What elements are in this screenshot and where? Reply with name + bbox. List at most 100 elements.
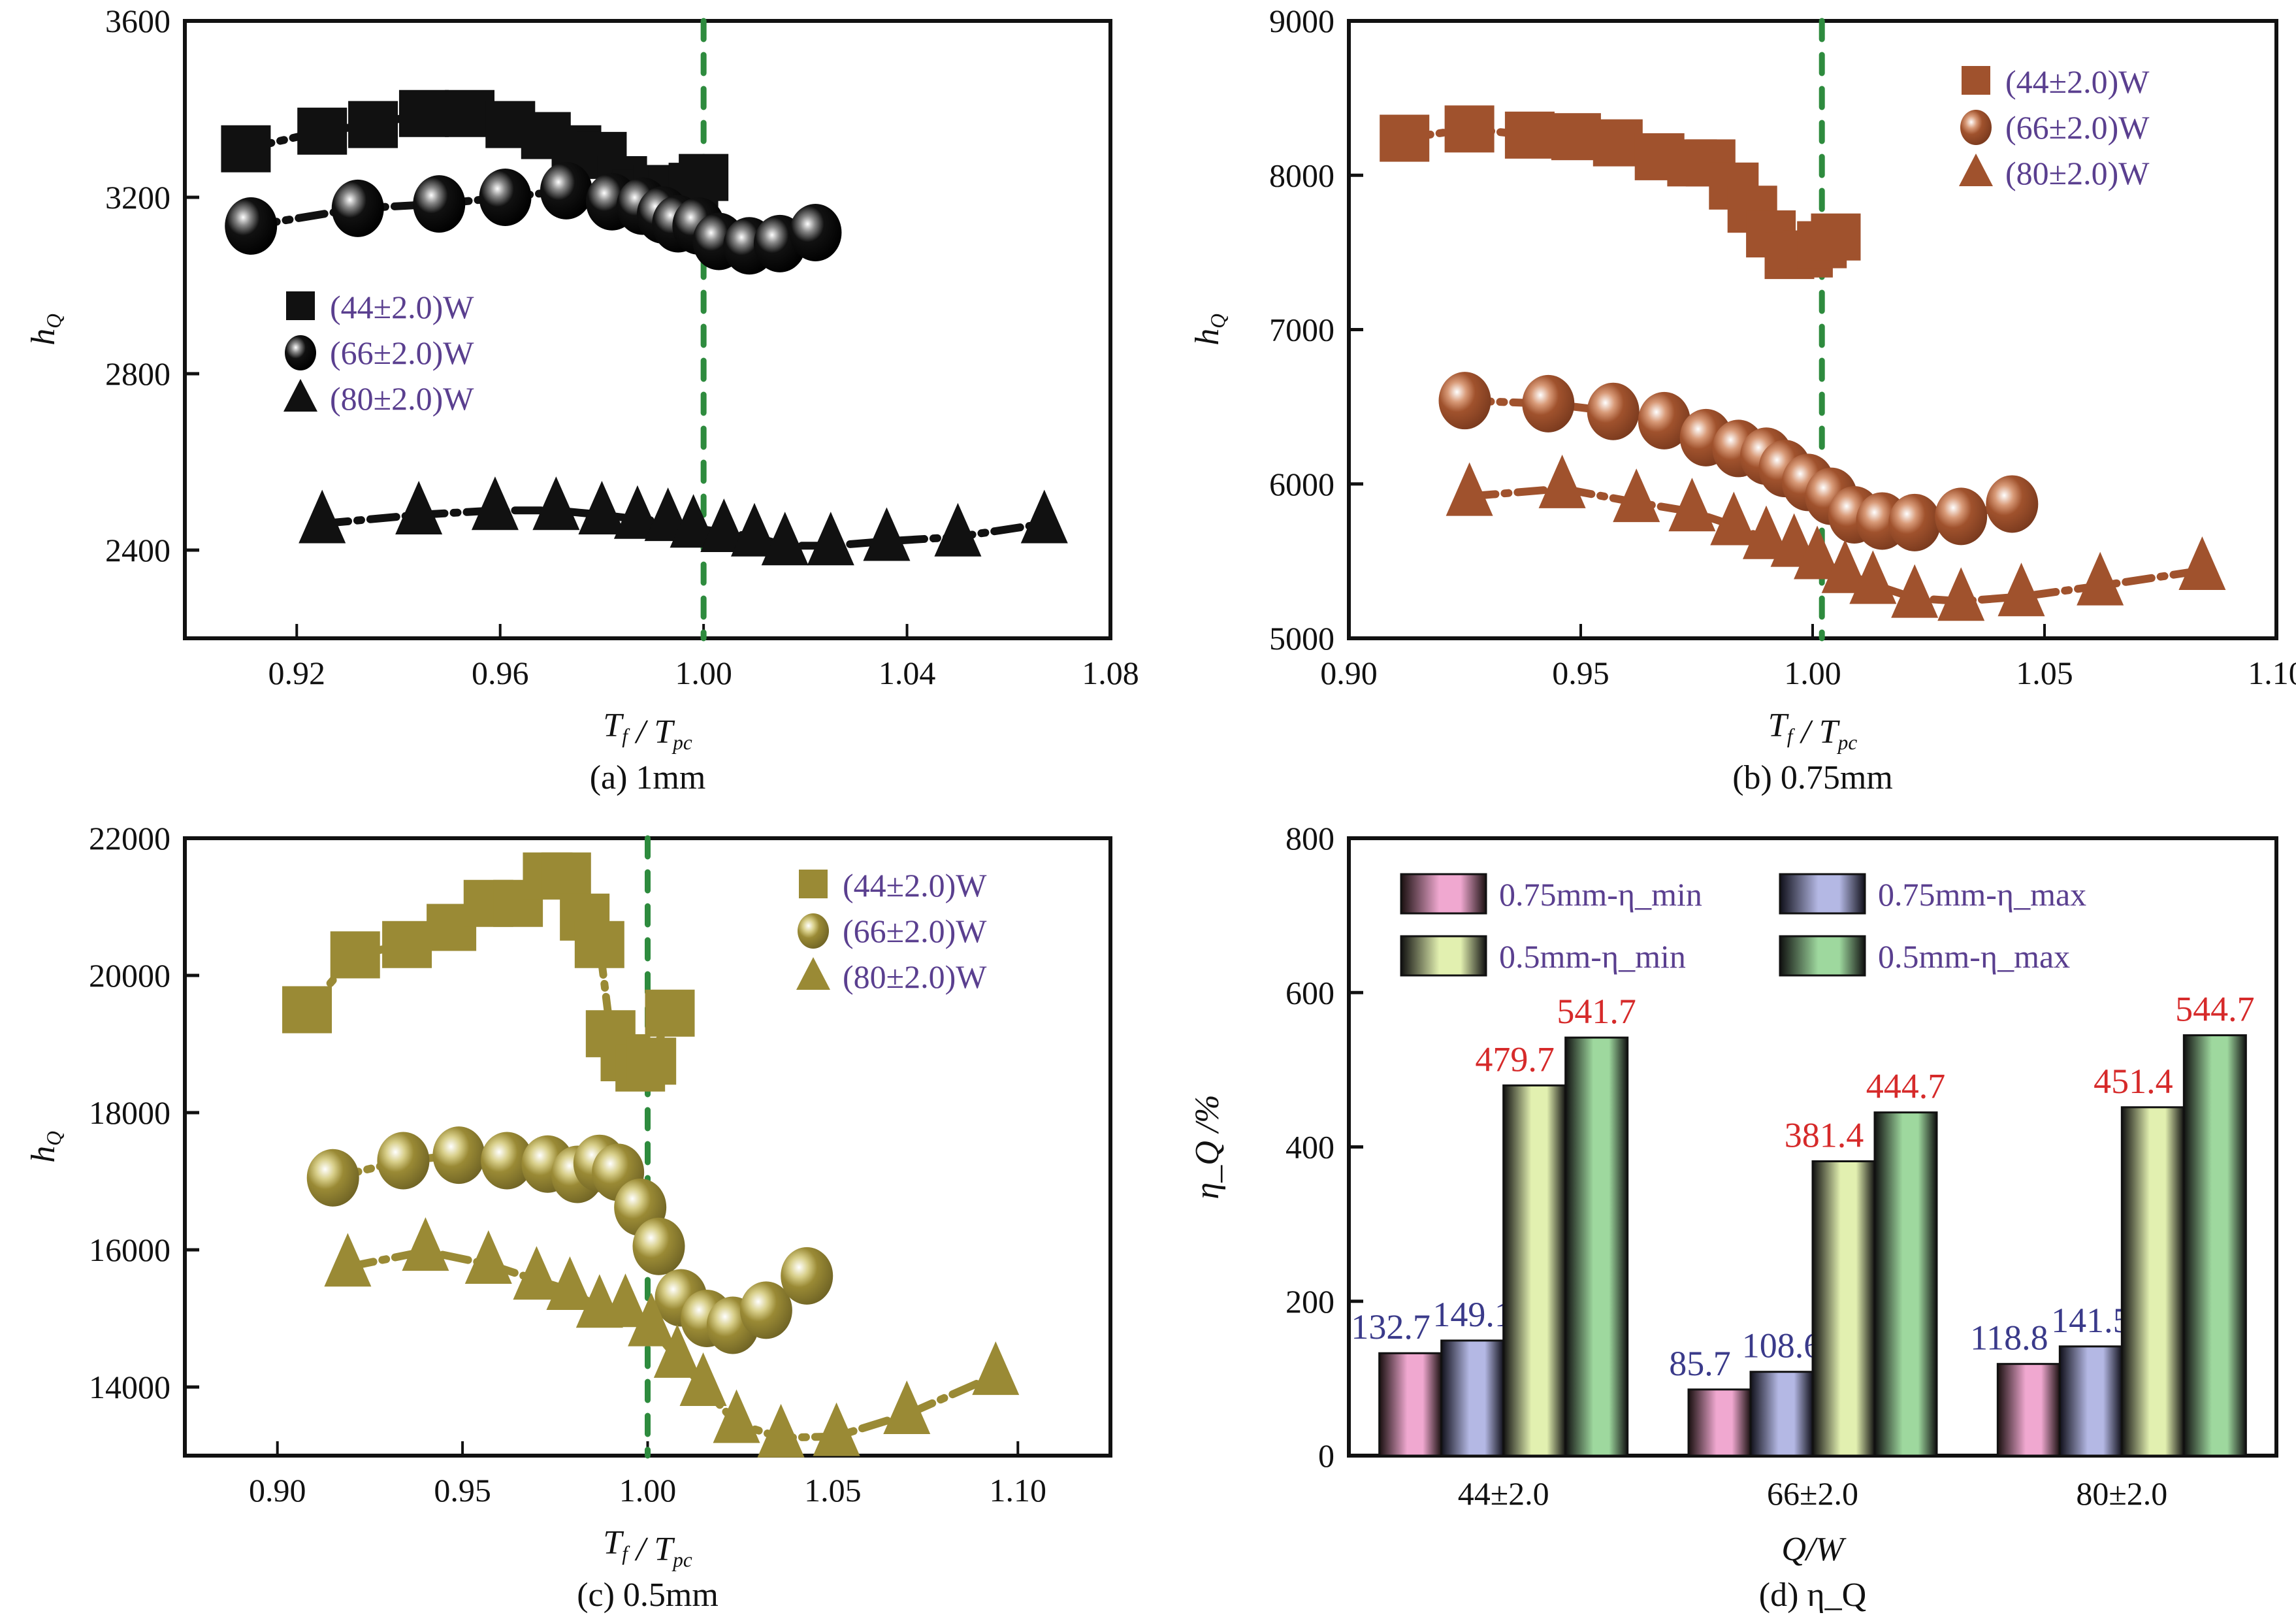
data-point-square [574,921,624,968]
bar [1687,1388,1752,1457]
legend-label: (44±2.0)W [843,867,987,904]
legend-square-icon [1962,66,1990,95]
legend-sphere-icon [285,335,316,370]
data-point-triangle [2077,551,2124,606]
data-point-triangle [613,485,661,539]
bar [1873,1111,1938,1457]
bar-data-label: 381.4 [1785,1115,1864,1154]
data-point-sphere [479,169,532,226]
data-point-triangle [863,507,911,561]
data-point-square [1551,113,1601,161]
bar-data-label: 149.1 [1432,1295,1512,1334]
data-point-triangle [713,1389,760,1443]
data-point-triangle [602,1273,649,1328]
data-point-triangle [628,1292,675,1347]
data-point-triangle [1997,563,2045,617]
data-point-triangle [1710,491,1758,546]
panel-caption: (a) 1mm [590,759,706,796]
data-point-square [348,101,398,148]
y-tick-label: 20000 [89,957,170,994]
x-tick-label: 1.00 [1784,655,1841,691]
x-tick-label: 1.05 [2016,655,2073,691]
data-point-sphere [1522,374,1575,433]
x-tick-label: 1.10 [2248,655,2296,691]
y-tick-label: 2400 [105,532,170,568]
data-point-triangle [578,481,626,534]
x-axis-title: Tf / Tpc [603,1524,692,1571]
data-point-square [645,989,695,1037]
x-category-label: 80±2.0 [2076,1475,2167,1512]
data-point-triangle [1020,489,1068,544]
data-point-triangle [464,1230,512,1284]
data-point-triangle [813,1402,860,1456]
data-point-triangle [1794,525,1841,580]
y-tick-label: 6000 [1269,466,1334,502]
y-tick-label: 22000 [89,820,170,857]
data-point-square [1504,111,1555,159]
x-tick-label: 0.95 [1552,655,1609,691]
y-axis-title: hQ [25,314,65,346]
data-point-square [541,852,591,900]
legend-label: (44±2.0)W [2005,63,2150,100]
bar [1440,1339,1505,1457]
legend-square-icon [799,870,828,898]
x-tick-label: 0.92 [268,655,326,691]
data-point-sphere [789,204,842,261]
data-point-square [398,90,449,137]
bar-data-label: 544.7 [2175,990,2255,1029]
x-tick-label: 0.95 [434,1472,491,1509]
data-point-triangle [761,512,809,566]
x-axis-title: Tf / Tpc [1768,707,1858,754]
legend-label: (66±2.0)W [2005,109,2150,146]
data-point-triangle [1668,478,1716,532]
data-point-sphere [1935,487,1988,546]
data-point-square [330,931,380,979]
y-axis-title: hQ [1189,314,1229,346]
x-tick-label: 1.10 [990,1472,1047,1509]
x-tick-label: 0.96 [472,655,529,691]
data-point-square [626,1037,677,1085]
legend-triangle-icon [283,379,317,412]
data-point-triangle [546,1256,594,1310]
data-point-sphere [1986,475,2039,533]
x-tick-label: 0.90 [249,1472,306,1509]
panel-b: 5000 6000 7000 8000 9000 hQ 0.90 0.95 1.00 1.05 1.… [1189,3,2296,796]
x-category-label: 44±2.0 [1458,1475,1549,1512]
data-point-square [221,125,271,172]
legend-square-icon [286,291,315,320]
y-tick-label: 14000 [89,1369,170,1405]
data-point-triangle [1538,454,1586,508]
data-point-square [297,107,348,155]
bar-data-label: 479.7 [1475,1039,1555,1079]
data-point-triangle [731,502,778,557]
legend-label: (66±2.0)W [843,913,987,949]
data-point-triangle [934,502,982,557]
bar [2120,1106,2185,1457]
data-point-triangle [972,1341,1020,1396]
x-tick-label: 1.08 [1082,655,1139,691]
legend-swatch [1400,935,1487,977]
legend-label: (66±2.0)W [330,335,474,371]
data-point-triangle [653,1324,701,1378]
legend-sphere-icon [798,913,829,949]
data-point-sphere [739,1281,792,1339]
legend-label: (44±2.0)W [330,289,474,325]
data-point-square [679,154,729,201]
panel-caption: (b) 0.75mm [1732,759,1893,796]
data-point-sphere [432,1126,485,1184]
bar-data-label: 541.7 [1557,992,1636,1031]
data-point-sphere [1587,382,1640,440]
x-tick-label: 1.05 [804,1472,862,1509]
x-tick-label: 1.00 [675,655,732,691]
y-tick-label: 18000 [89,1094,170,1131]
legend-label: (80±2.0)W [330,380,474,417]
data-point-triangle [513,1246,560,1300]
data-point-triangle [324,1233,372,1287]
y-tick-label: 9000 [1269,3,1334,39]
data-point-square [1593,119,1643,167]
y-tick-label: 7000 [1269,312,1334,348]
x-axis-title: Tf / Tpc [603,707,692,754]
data-point-square [1380,114,1430,162]
y-tick-label: 16000 [89,1232,170,1268]
legend-swatch [1779,935,1866,977]
